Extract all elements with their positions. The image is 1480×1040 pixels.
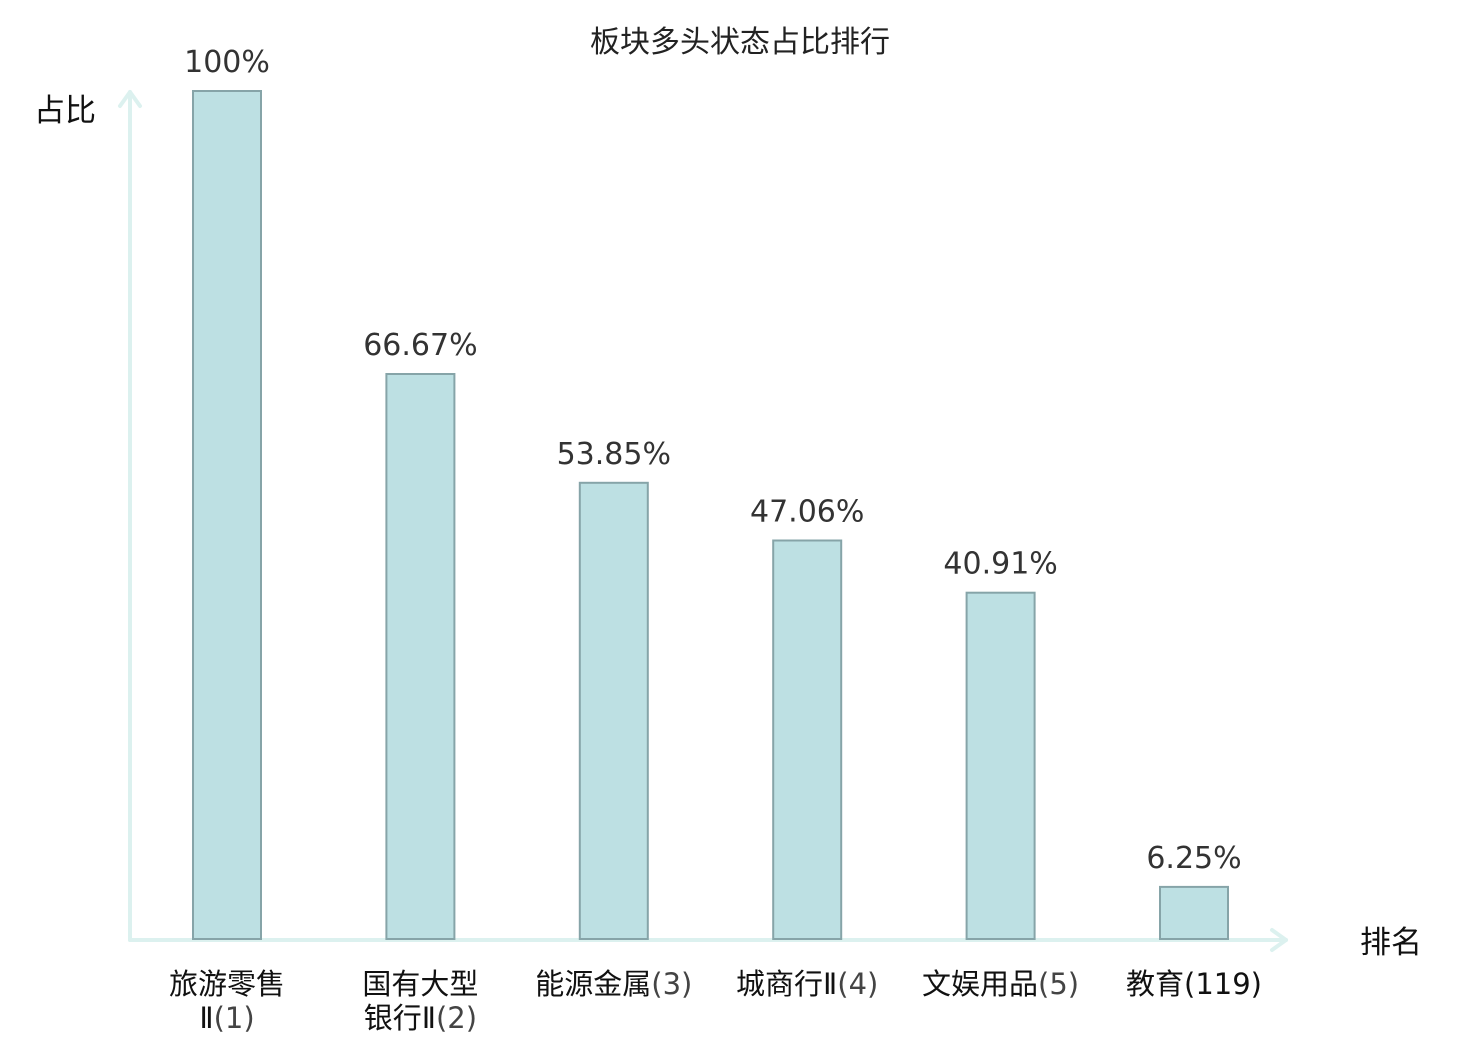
category-label-line: 文娱用品 — [922, 967, 1038, 1001]
bar-value-label: 40.91% — [943, 547, 1057, 582]
category-rank: (3) — [651, 967, 692, 1001]
bar — [192, 90, 262, 940]
category-label: 旅游零售 Ⅱ(1) — [169, 967, 285, 1035]
x-axis-label: 排名 — [1360, 925, 1422, 961]
chart-title: 板块多头状态占比排行 — [590, 25, 890, 60]
y-axis-label: 占比 — [34, 93, 96, 129]
bar-value-label: 66.67% — [363, 328, 477, 363]
category-rank: (1) — [214, 1001, 255, 1035]
category-label-line: 城商行Ⅱ — [736, 967, 837, 1001]
bar — [772, 539, 843, 940]
category-label-line: 国有大型 — [362, 967, 478, 1001]
bar — [965, 591, 1036, 940]
y-axis-arrow — [118, 90, 142, 108]
category-label-line: 旅游零售 — [169, 967, 285, 1001]
category-label-line: Ⅱ — [199, 1001, 213, 1035]
category-rank: (5) — [1038, 967, 1079, 1001]
value-labels: 100% 66.67% 53.85% 47.06% 40.91% 6.25% — [184, 45, 1242, 876]
bar-value-label: 100% — [184, 45, 270, 80]
bar — [385, 373, 456, 940]
bars — [192, 90, 1229, 941]
category-label: 国有大型银行Ⅱ(2) — [362, 967, 478, 1035]
bar-value-label: 53.85% — [557, 437, 671, 472]
category-label-line: 能源金属 — [535, 967, 651, 1001]
category-labels: 旅游零售 Ⅱ(1) 国有大型银行Ⅱ(2) 能源金属(3) 城商行Ⅱ(4) 文娱用品(5) 教… — [169, 967, 1262, 1035]
category-label-line: 银行Ⅱ — [364, 1001, 436, 1035]
category-label-line: 教育 — [1126, 967, 1184, 1001]
category-label: 教育(119) — [1126, 967, 1262, 1001]
bar — [1159, 885, 1229, 941]
axes — [118, 90, 1288, 952]
x-axis-arrow — [1270, 928, 1288, 952]
category-rank: (119) — [1184, 967, 1262, 1001]
category-rank: (2) — [436, 1001, 477, 1035]
bar-value-label: 47.06% — [750, 495, 864, 530]
bar-value-label: 6.25% — [1146, 841, 1241, 876]
category-label: 城商行Ⅱ(4) — [736, 967, 878, 1001]
category-label: 文娱用品(5) — [922, 967, 1079, 1001]
category-label: 能源金属(3) — [535, 967, 692, 1001]
bar — [578, 481, 649, 940]
category-rank: (4) — [837, 967, 878, 1001]
